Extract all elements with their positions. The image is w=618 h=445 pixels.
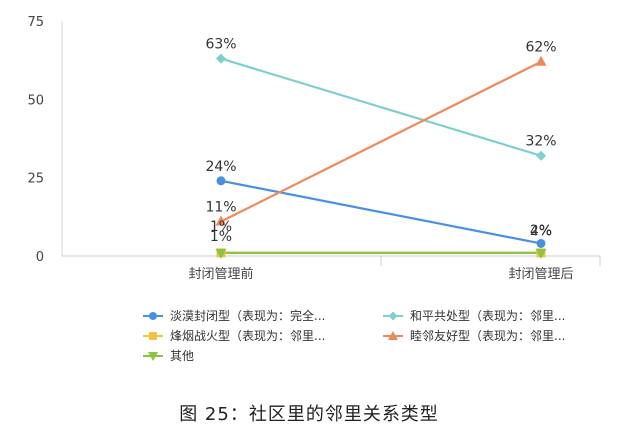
data-point (536, 150, 546, 161)
data-point (535, 55, 547, 66)
data-point (215, 248, 227, 259)
data-label: 2% (530, 223, 552, 239)
axes: 0 25 50 75 封闭管理前 封闭管理后 (27, 15, 601, 282)
legend-label: 淡漠封闭型（表现为：完全... (170, 309, 326, 323)
legend-item: 淡漠封闭型（表现为：完全... (142, 307, 325, 324)
legend-label: 其他 (170, 349, 195, 363)
legend-swatch (383, 311, 403, 320)
series-line (220, 179, 542, 245)
x-tick-label: 封闭管理前 (188, 266, 253, 282)
y-tick-label: 25 (27, 172, 44, 187)
y-tick-label: 0 (36, 250, 44, 265)
data-label: 63% (205, 37, 236, 53)
x-tick-label: 封闭管理后 (508, 267, 573, 282)
legend-swatch (383, 330, 403, 340)
data-label: 4% (530, 223, 552, 239)
data-labels: 24% 4% 63% 32% 1% 2% 11% 62% 1% (205, 37, 556, 245)
series-lines (220, 57, 542, 254)
data-label: 32% (525, 134, 556, 150)
legend-item: 睦邻友好型（表现为：邻里... (382, 327, 565, 344)
data-label: 24% (205, 159, 236, 175)
data-label: 1% (210, 219, 232, 235)
data-point (216, 176, 226, 186)
legend-swatch (143, 351, 163, 361)
data-point (536, 238, 546, 248)
figure-caption: 图 25：社区里的邻里关系类型 (179, 404, 439, 425)
series-markers (215, 53, 547, 259)
data-label: 62% (525, 40, 556, 56)
legend-label: 睦邻友好型（表现为：邻里... (410, 329, 566, 343)
y-tick-label: 75 (27, 15, 44, 30)
legend-item: 其他 (142, 347, 194, 364)
legend-swatch (143, 311, 163, 320)
data-point (215, 215, 227, 226)
data-label: 11% (205, 200, 236, 216)
legend-item: 烽烟战火型（表现为：邻里... (142, 327, 325, 344)
data-point (535, 248, 547, 259)
series-line (220, 60, 542, 223)
y-tick-label: 50 (27, 93, 44, 108)
data-point (216, 53, 226, 64)
line-chart: 0 25 50 75 封闭管理前 封闭管理后 24% 4% 63% 32% 1% 2% 11% 62% 1… (27, 15, 601, 282)
legend-swatch (143, 331, 163, 340)
legend-label: 和平共处型（表现为：邻里... (410, 309, 566, 323)
data-label: 1% (210, 229, 232, 245)
legend-item: 和平共处型（表现为：邻里... (382, 307, 565, 324)
legend-label: 烽烟战火型（表现为：邻里... (170, 329, 326, 343)
series-line (220, 57, 542, 157)
